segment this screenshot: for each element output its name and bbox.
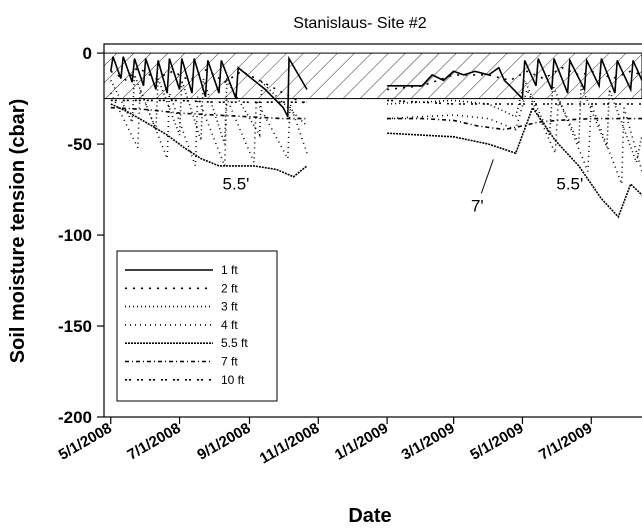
x-tick-label: 5/1/2009 <box>467 420 526 464</box>
y-tick-label: -50 <box>67 135 92 154</box>
legend-label: 2 ft <box>221 281 238 295</box>
plot-frame <box>103 43 642 418</box>
series-line-3-ft <box>110 74 642 166</box>
legend-label: 10 ft <box>221 373 245 387</box>
y-tick-label: -150 <box>58 317 92 336</box>
annotation-label: 5.5' <box>556 175 583 194</box>
annotation-label: 7' <box>471 196 484 215</box>
legend-box <box>116 250 278 402</box>
series-line-4-ft <box>110 87 642 185</box>
annotation-label: 5.5' <box>223 175 250 194</box>
x-axis-label: Date <box>348 505 391 527</box>
y-axis-label: Soil moisture tension (cbar) <box>7 99 29 363</box>
x-tick-label: 3/1/2009 <box>399 420 458 464</box>
legend-label: 7 ft <box>221 355 238 369</box>
y-axis: 0 -50 -100 -150 -200 <box>58 44 104 427</box>
x-axis: 5/1/2008 7/1/2008 9/1/2008 11/1/2008 1/1/200… <box>56 417 595 468</box>
y-tick-label: -200 <box>58 408 92 427</box>
legend-label: 3 ft <box>221 300 238 314</box>
legend-label: 1 ft <box>221 263 238 277</box>
x-tick-label: 11/1/2008 <box>257 420 323 468</box>
series-line-7-ft <box>110 106 642 131</box>
series-group <box>110 55 642 219</box>
y-tick-label: -100 <box>58 226 92 245</box>
series-line-10-ft <box>110 99 642 105</box>
series-line-5-5-ft <box>110 103 642 219</box>
annotations: 5.5' 7' 5.5' <box>223 159 583 215</box>
x-tick-label: 7/1/2009 <box>536 420 595 464</box>
y-tick-label: 0 <box>83 44 92 63</box>
x-tick-label: 9/1/2008 <box>194 420 253 464</box>
chart-title: Stanislaus- Site #2 <box>293 15 427 32</box>
legend-label: 5.5 ft <box>221 336 248 350</box>
annotation-leader <box>480 159 494 194</box>
x-tick-label: 7/1/2008 <box>125 420 184 464</box>
legend-label: 4 ft <box>221 318 238 332</box>
x-tick-label: 1/1/2009 <box>332 420 391 464</box>
legend: 1 ft 2 ft 3 ft 4 ft 5.5 ft 7 ft 10 ft <box>116 250 278 402</box>
